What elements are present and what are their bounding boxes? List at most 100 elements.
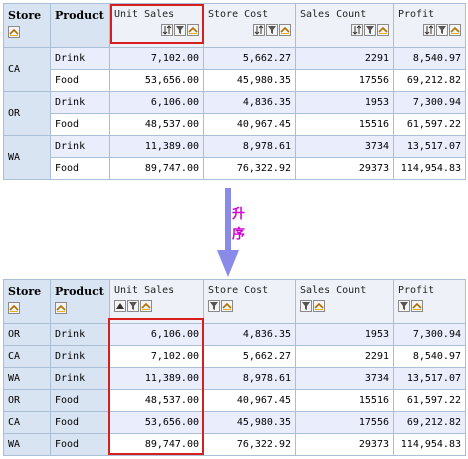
store-cell: OR — [3, 389, 51, 412]
unit-sales-column-header: Unit Sales — [109, 3, 204, 48]
drill-icon[interactable] — [313, 300, 325, 312]
sales-count-cell: 17556 — [295, 411, 394, 434]
profit-cell: 8,540.97 — [393, 47, 466, 70]
store-cost-cell: 45,980.35 — [203, 411, 296, 434]
table-row: OR Drink 6,106.00 4,836.35 1953 7,300.94 — [3, 91, 466, 136]
unit-sales-column-header: Unit Sales — [109, 279, 204, 324]
filter-icon[interactable] — [436, 24, 448, 36]
store-cost-cell: 4,836.35 — [203, 323, 296, 346]
drill-icon[interactable] — [449, 24, 461, 36]
product-column-header: Product — [50, 3, 110, 48]
unit-sales-cell: 48,537.00 — [109, 389, 204, 412]
sales-count-cell: 15516 — [295, 389, 394, 412]
table-row: Food 89,747.00 76,322.92 29373 114,954.8… — [4, 157, 466, 180]
table-row: CA Drink 7,102.00 5,662.27 2291 8,540.97 — [3, 345, 466, 368]
store-cost-header-label: Store Cost — [208, 285, 269, 296]
store-cost-column-header: Store Cost — [203, 3, 296, 48]
product-cell: Drink — [50, 367, 110, 390]
pivot-table-before: Store Product Unit Sales Store Cost — [3, 3, 466, 180]
table-row: OR Food 48,537.00 40,967.45 15516 61,597… — [3, 389, 466, 412]
store-cost-cell: 8,978.61 — [203, 367, 296, 390]
unit-sales-cell: 89,747.00 — [109, 433, 204, 456]
product-cell: Food — [50, 69, 110, 92]
drill-icon[interactable] — [8, 302, 20, 314]
filter-icon[interactable] — [208, 300, 220, 312]
store-cost-cell: 76,322.92 — [203, 157, 296, 180]
unit-sales-cell: 53,656.00 — [109, 411, 204, 434]
table-row: WA Food 89,747.00 76,322.92 29373 114,95… — [3, 433, 466, 456]
drill-icon[interactable] — [279, 24, 291, 36]
sales-count-cell: 3734 — [295, 367, 394, 390]
unit-sales-cell: 53,656.00 — [109, 69, 204, 92]
unit-sales-cell: 7,102.00 — [109, 47, 204, 70]
table-row: CA Food 53,656.00 45,980.35 17556 69,212… — [3, 411, 466, 434]
store-cell: WA — [3, 367, 51, 390]
filter-icon[interactable] — [127, 300, 139, 312]
sales-count-cell: 2291 — [295, 47, 394, 70]
unit-sales-cell: 6,106.00 — [109, 323, 204, 346]
header-row: Store Product Unit Sales Store Cost — [3, 279, 466, 324]
store-cell: OR — [3, 323, 51, 346]
filter-icon[interactable] — [300, 300, 312, 312]
drill-icon[interactable] — [377, 24, 389, 36]
sort-ascending-label: 升序 — [232, 207, 246, 242]
filter-icon[interactable] — [364, 24, 376, 36]
sort-icon[interactable] — [253, 24, 265, 36]
store-cost-cell: 4,836.35 — [203, 91, 296, 114]
filter-icon[interactable] — [398, 300, 410, 312]
product-cell: Drink — [50, 323, 110, 346]
store-cell: WA — [3, 135, 51, 180]
table-row: Food 48,537.00 40,967.45 15516 61,597.22 — [4, 113, 466, 136]
sales-count-cell: 29373 — [295, 433, 394, 456]
store-header-label: Store — [8, 9, 42, 22]
table-row: WA Drink 11,389.00 8,978.61 3734 13,517.… — [3, 367, 466, 390]
store-cost-header-label: Store Cost — [208, 9, 269, 20]
store-cell: WA — [3, 433, 51, 456]
sort-ascending-icon[interactable] — [114, 300, 126, 312]
profit-cell: 69,212.82 — [393, 411, 466, 434]
profit-cell: 114,954.83 — [393, 157, 466, 180]
product-cell: Food — [50, 433, 110, 456]
profit-column-header: Profit — [393, 279, 466, 324]
sales-count-cell: 29373 — [295, 157, 394, 180]
store-cost-cell: 76,322.92 — [203, 433, 296, 456]
drill-icon[interactable] — [140, 300, 152, 312]
drill-icon[interactable] — [411, 300, 423, 312]
drill-icon[interactable] — [221, 300, 233, 312]
sales-count-cell: 1953 — [295, 323, 394, 346]
profit-cell: 13,517.07 — [393, 367, 466, 390]
sort-icon[interactable] — [161, 24, 173, 36]
store-cell: OR — [3, 91, 51, 136]
sort-icon[interactable] — [423, 24, 435, 36]
header-row: Store Product Unit Sales Store Cost — [3, 3, 466, 48]
store-cost-cell: 5,662.27 — [203, 345, 296, 368]
profit-cell: 61,597.22 — [393, 389, 466, 412]
filter-icon[interactable] — [174, 24, 186, 36]
sort-icon[interactable] — [351, 24, 363, 36]
profit-cell: 7,300.94 — [393, 91, 466, 114]
product-header-label: Product — [55, 285, 104, 298]
unit-sales-cell: 89,747.00 — [109, 157, 204, 180]
profit-cell: 69,212.82 — [393, 69, 466, 92]
product-cell: Drink — [50, 91, 110, 114]
drill-icon[interactable] — [55, 302, 67, 314]
table-row: WA Drink 11,389.00 8,978.61 3734 13,517.… — [3, 135, 466, 180]
store-cost-cell: 8,978.61 — [203, 135, 296, 158]
filter-icon[interactable] — [266, 24, 278, 36]
product-cell: Drink — [50, 345, 110, 368]
profit-cell: 8,540.97 — [393, 345, 466, 368]
product-header-label: Product — [55, 9, 104, 22]
unit-sales-header-label: Unit Sales — [114, 285, 175, 296]
product-cell: Drink — [50, 47, 110, 70]
table-row: OR Drink 6,106.00 4,836.35 1953 7,300.94 — [3, 323, 466, 346]
pivot-table-after: Store Product Unit Sales Store Cost — [3, 279, 466, 456]
store-cost-cell: 40,967.45 — [203, 113, 296, 136]
store-column-header: Store — [3, 279, 51, 324]
store-cell: CA — [3, 345, 51, 368]
drill-icon[interactable] — [8, 26, 20, 38]
profit-cell: 114,954.83 — [393, 433, 466, 456]
profit-cell: 13,517.07 — [393, 135, 466, 158]
drill-icon[interactable] — [187, 24, 199, 36]
unit-sales-cell: 7,102.00 — [109, 345, 204, 368]
sales-count-cell: 15516 — [295, 113, 394, 136]
